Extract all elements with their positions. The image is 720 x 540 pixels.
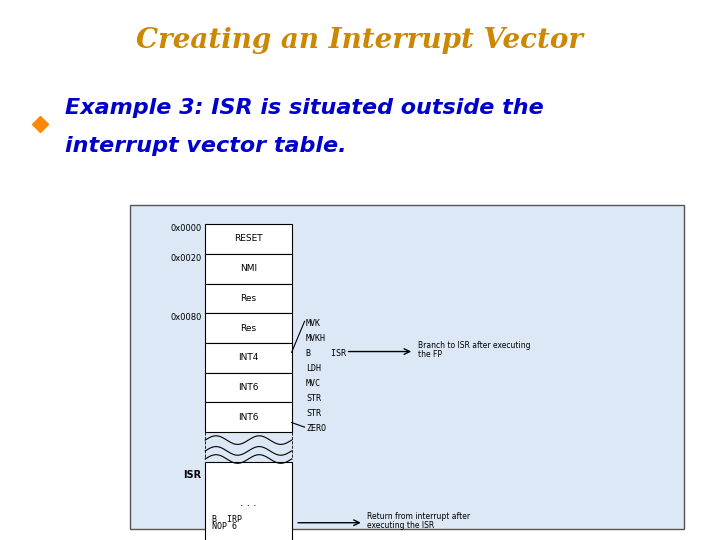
Text: executing the ISR: executing the ISR [367,521,434,530]
Bar [205,224,292,254]
Text: STR: STR [306,409,321,418]
Text: Example 3: ISR is situated outside the: Example 3: ISR is situated outside the [65,98,544,118]
Text: NOP 6: NOP 6 [212,522,238,531]
Text: INT6: INT6 [238,383,258,392]
Text: the FP: the FP [418,350,441,359]
Text: 0x0080: 0x0080 [170,313,202,322]
Text: RESET: RESET [234,234,263,244]
Text: NMI: NMI [240,264,257,273]
Text: Creating an Interrupt Vector: Creating an Interrupt Vector [137,27,583,54]
Bar [205,284,292,313]
Text: ZERO: ZERO [306,424,326,434]
Text: MVC: MVC [306,379,321,388]
Bar [205,432,292,464]
Bar [205,313,292,343]
Bar [205,373,292,402]
Text: MVK: MVK [306,319,321,328]
Text: INT4: INT4 [238,353,258,362]
Bar [205,343,292,373]
Bar [130,205,684,529]
Bar [205,402,292,432]
Text: ISR: ISR [184,470,202,480]
Bar [205,254,292,284]
Text: LDH: LDH [306,364,321,373]
Text: B  IRP: B IRP [212,515,243,524]
Text: STR: STR [306,394,321,403]
Text: . . .: . . . [240,498,257,508]
Text: 0x0020: 0x0020 [171,254,202,263]
Text: B    ISR: B ISR [306,349,346,358]
Text: 0x0000: 0x0000 [171,224,202,233]
Text: interrupt vector table.: interrupt vector table. [65,136,346,156]
Text: Return from interrupt after: Return from interrupt after [367,512,470,521]
Text: INT6: INT6 [238,413,258,422]
Text: MVKH: MVKH [306,334,326,343]
Bar [205,462,292,540]
Text: Res: Res [240,294,256,303]
Text: Res: Res [240,323,256,333]
Text: Branch to ISR after executing: Branch to ISR after executing [418,341,530,349]
